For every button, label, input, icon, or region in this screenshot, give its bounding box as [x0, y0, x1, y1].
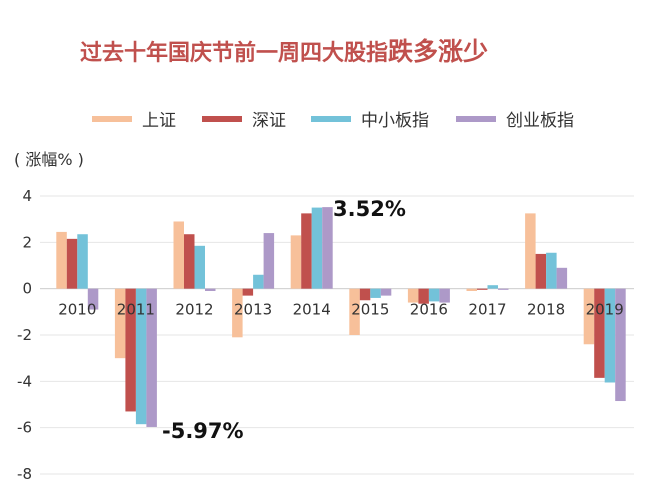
annotation-max: 3.52% [333, 197, 406, 221]
bar-2010-4 [87, 288, 99, 310]
bar-2016-2 [418, 288, 429, 304]
bar-2010-1 [56, 231, 67, 289]
bar-2016-4 [439, 288, 450, 303]
chart-title: 过去十年国庆节前一周四大股指跌多涨少 [80, 37, 488, 66]
bar-2012-3 [194, 245, 205, 289]
bar-2015-1 [349, 288, 360, 335]
y-axis-label: ( 涨幅% ) [14, 150, 84, 169]
bar-2018-2 [535, 253, 547, 289]
x-tick-label: 2015 [351, 301, 389, 319]
bar-2015-4 [380, 288, 392, 296]
bar-2015-3 [370, 288, 381, 298]
legend-label: 创业板指 [506, 111, 574, 131]
legend-swatch [202, 116, 242, 122]
y-tick-label: -4 [17, 372, 32, 390]
bar-2012-2 [184, 234, 195, 289]
bar-2019-3 [604, 288, 616, 383]
bar-2014-2 [301, 213, 312, 289]
x-tick-label: 2011 [117, 301, 155, 319]
bar-2013-2 [242, 288, 254, 296]
bar-2019-2 [594, 288, 605, 378]
bar-2011-4 [146, 288, 157, 427]
x-tick-label: 2013 [234, 301, 272, 319]
x-tick-label: 2012 [175, 301, 213, 319]
legend-swatch [92, 116, 132, 122]
chart-title-emphasis: 跌多涨少 [388, 37, 488, 66]
bar-2011-1 [114, 288, 126, 359]
x-tick-label: 2017 [468, 301, 506, 319]
annotation-min: -5.97% [162, 419, 244, 443]
y-tick-label: 4 [22, 187, 32, 205]
bar-2012-1 [173, 221, 184, 289]
bar-2013-1 [232, 288, 243, 338]
bar-2012-4 [205, 288, 216, 291]
x-tick-label: 2018 [527, 301, 565, 319]
label-layer: 4 2 0 -2 -4 -6 -8 2010 2011 2012 2013 2014 2015 2016 2… [17, 187, 624, 483]
bar-2010-3 [77, 234, 88, 289]
y-tick-label: -2 [17, 326, 32, 344]
bar-2018-4 [556, 267, 568, 289]
bar-2017-2 [477, 288, 488, 290]
legend-swatch [456, 116, 496, 122]
bar-2014-4 [322, 207, 333, 289]
chart-title-main: 过去十年国庆节前一周四大股指 [80, 40, 388, 66]
y-tick-label: -6 [17, 419, 32, 437]
legend-swatch [311, 116, 351, 122]
bar-2011-3 [135, 288, 147, 425]
bar-2016-3 [428, 288, 440, 302]
bar-2019-4 [615, 288, 626, 402]
bar-2014-1 [290, 235, 302, 289]
x-tick-label: 2010 [58, 301, 96, 319]
y-tick-label: -8 [17, 465, 32, 483]
legend-label: 上证 [142, 111, 176, 131]
y-tick-label: 0 [22, 280, 32, 298]
legend-label: 深证 [252, 111, 286, 131]
legend: 上证 深证 中小板指 创业板指 [92, 111, 574, 131]
x-tick-label: 2014 [293, 301, 331, 319]
bar-2014-3 [311, 207, 323, 289]
bar-2016-1 [407, 288, 419, 303]
bar-2019-1 [583, 288, 595, 345]
bar-2017-3 [487, 285, 498, 289]
y-tick-label: 2 [22, 233, 32, 251]
x-tick-label: 2016 [410, 301, 448, 319]
bar-2013-4 [263, 233, 275, 289]
bar-2011-2 [125, 288, 136, 412]
bar-2018-3 [546, 252, 557, 289]
bar-2017-1 [466, 288, 477, 291]
x-tick-label: 2019 [586, 301, 624, 319]
bar-layer [56, 207, 626, 427]
bar-2017-4 [498, 288, 509, 290]
bar-2015-2 [359, 288, 371, 301]
bar-2013-3 [253, 274, 264, 289]
bar-2010-2 [66, 238, 78, 289]
bar-2018-1 [525, 213, 536, 289]
legend-label: 中小板指 [361, 111, 429, 131]
